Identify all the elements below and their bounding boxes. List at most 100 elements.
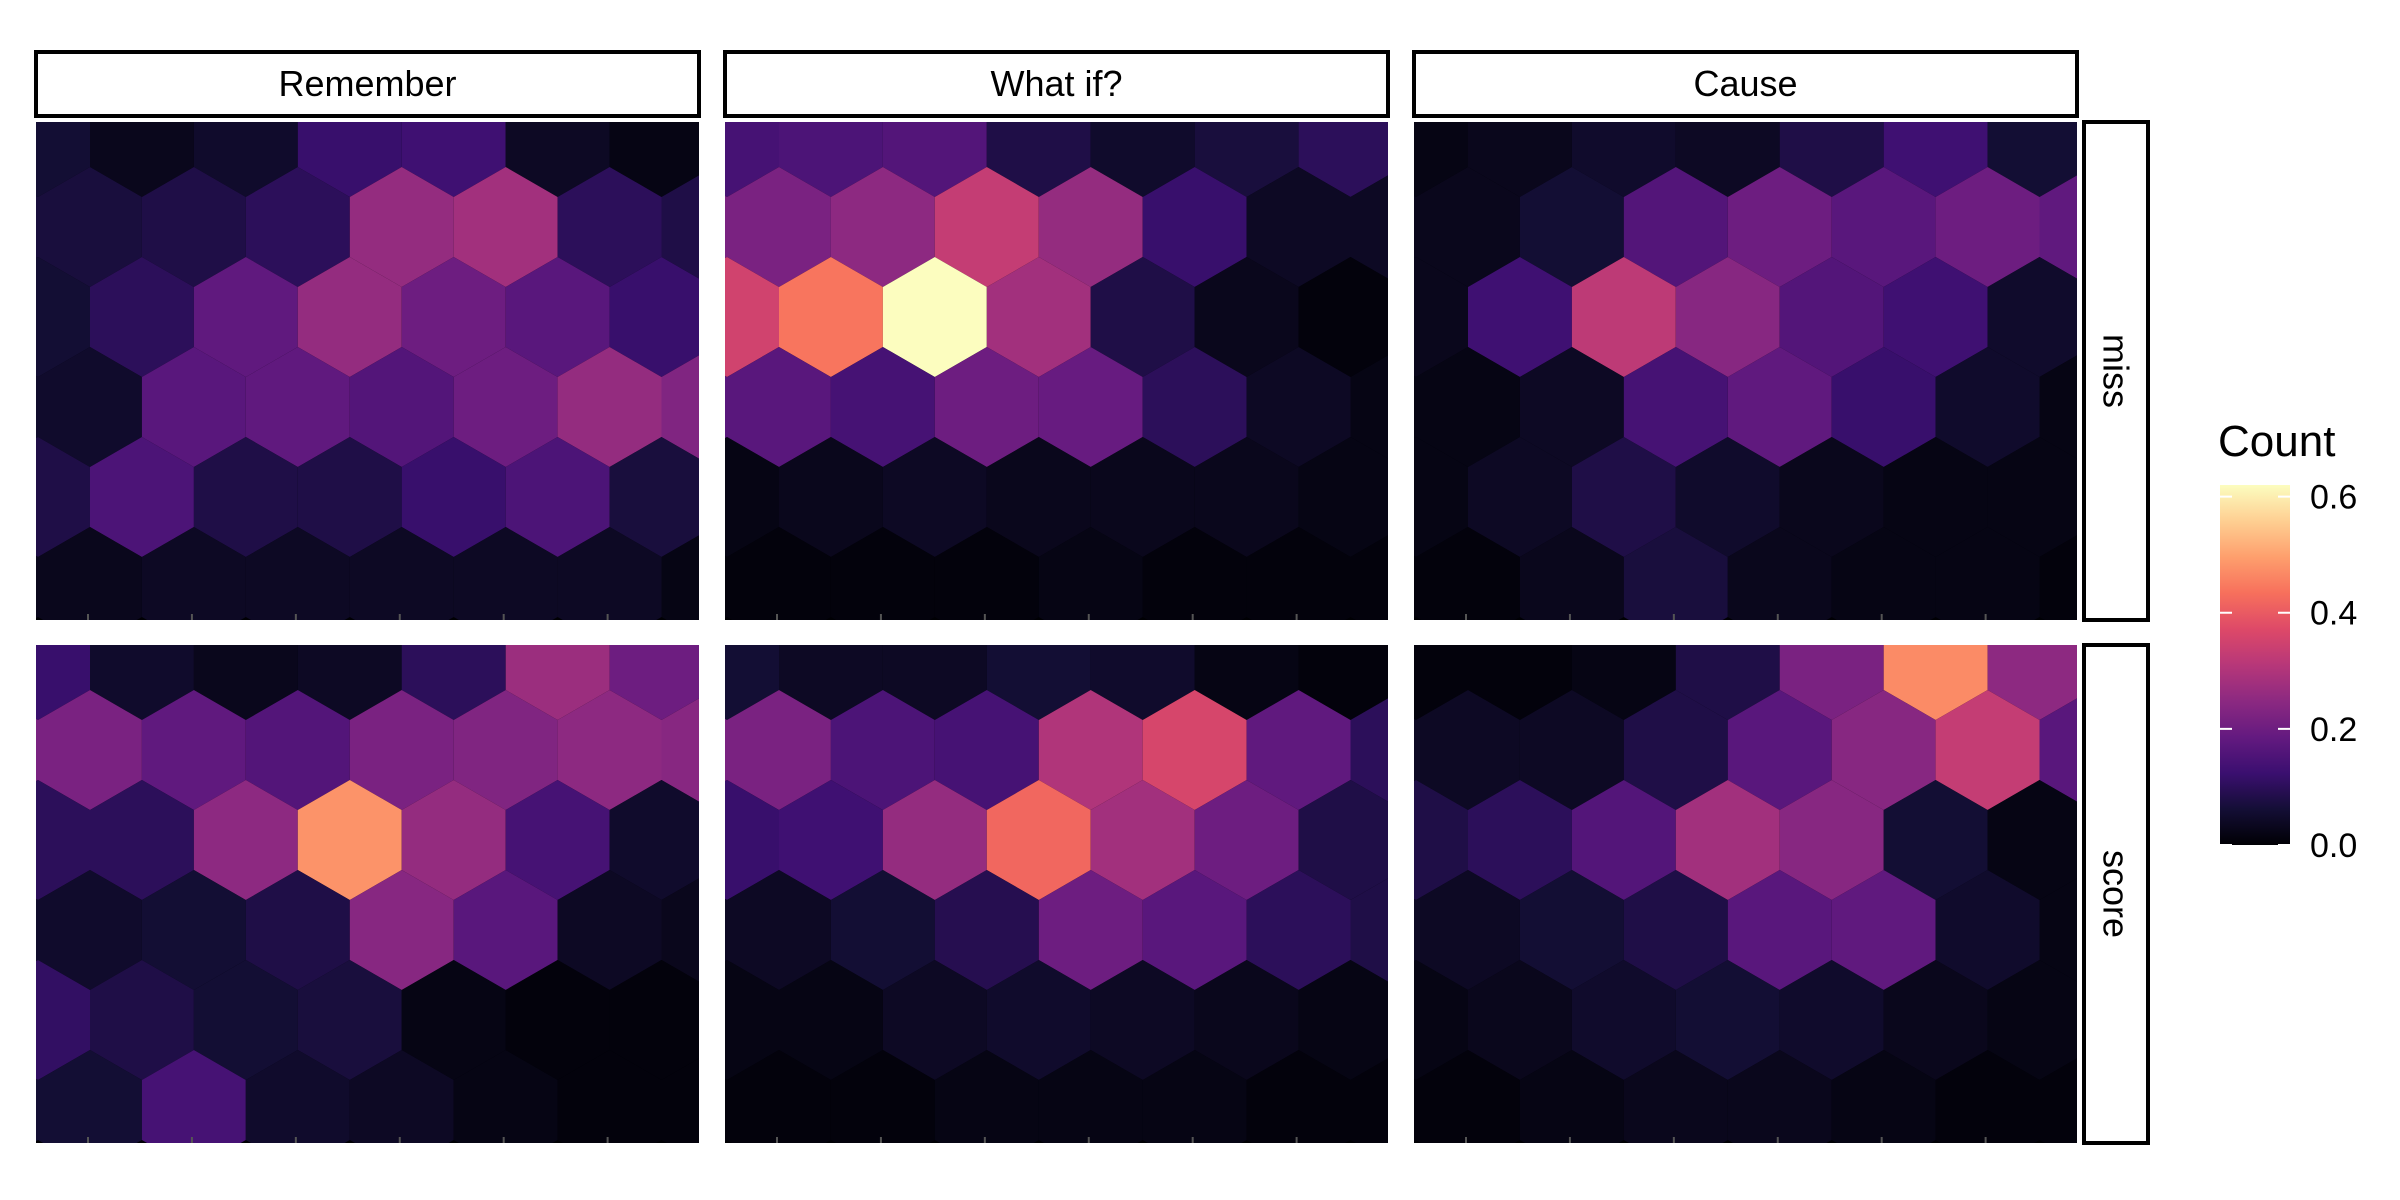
hex-cell xyxy=(1883,645,1988,720)
hex-cell xyxy=(1414,718,1416,782)
hex-cell xyxy=(1571,960,1676,1080)
hex-cell xyxy=(1675,122,1780,197)
panel-remember-miss xyxy=(36,122,699,620)
hex-cell xyxy=(779,437,883,557)
hex-cell xyxy=(297,122,402,197)
hex-cell xyxy=(453,870,558,990)
hex-cell xyxy=(36,437,90,557)
legend-tick: 0.6 xyxy=(2220,479,2357,517)
hex-cell xyxy=(297,960,402,1080)
panel-cause-score xyxy=(1414,645,2077,1143)
hex-cell xyxy=(1675,437,1780,557)
hex-cell xyxy=(38,527,142,620)
hex-cell xyxy=(725,375,727,439)
hex-cell xyxy=(297,645,402,720)
hex-cell xyxy=(1519,690,1624,810)
hex-cell xyxy=(36,718,38,782)
hex-cell xyxy=(36,375,38,439)
hex-cell xyxy=(349,870,454,990)
hex-cell xyxy=(297,780,402,900)
hex-cell xyxy=(609,645,699,720)
hex-cell xyxy=(297,257,402,377)
hex-cell xyxy=(453,347,558,467)
hex-cell xyxy=(36,1078,38,1142)
hex-cell xyxy=(90,437,194,557)
hex-cell xyxy=(1831,870,1936,990)
hex-cell xyxy=(725,257,779,377)
hex-cell xyxy=(505,122,610,197)
hex-cell xyxy=(1038,1050,1143,1143)
hex-cell xyxy=(1675,780,1780,900)
hex-cell xyxy=(36,555,38,619)
hex-cell xyxy=(141,527,246,620)
hex-cell xyxy=(1727,1050,1832,1143)
hex-cell xyxy=(934,527,1039,620)
hex-cell xyxy=(1935,347,2040,467)
hex-cell xyxy=(1571,780,1676,900)
hex-cell xyxy=(245,167,350,287)
hex-cell xyxy=(830,527,935,620)
hex-cell xyxy=(1416,167,1520,287)
hex-cell xyxy=(779,780,883,900)
hex-cell xyxy=(725,898,727,962)
hex-cell xyxy=(1414,375,1416,439)
hex-cell xyxy=(986,122,1091,197)
hex-cell xyxy=(779,122,883,197)
hex-cell xyxy=(1935,527,2040,620)
hex-cell xyxy=(36,257,90,377)
hex-cell xyxy=(1350,1058,1388,1143)
hex-cell xyxy=(2039,355,2077,459)
hex-cell xyxy=(1468,960,1572,1080)
hex-cell xyxy=(38,690,142,810)
hex-cell xyxy=(505,257,610,377)
hex-cell xyxy=(1350,535,1388,620)
hex-cell xyxy=(1468,122,1572,197)
strip-label: miss xyxy=(2096,334,2137,408)
hex-cell xyxy=(193,780,298,900)
hex-cell xyxy=(1935,690,2040,810)
hex-cell xyxy=(830,690,935,810)
hex-cell xyxy=(1142,870,1247,990)
hex-cell xyxy=(1727,347,1832,467)
hex-cell xyxy=(1935,1050,2040,1143)
hex-cell xyxy=(505,437,610,557)
hex-cell xyxy=(245,870,350,990)
strip-label: What if? xyxy=(990,63,1122,104)
hex-cell xyxy=(779,960,883,1080)
hex-cell xyxy=(557,690,662,810)
hex-cell xyxy=(1623,347,1728,467)
hex-cell xyxy=(193,645,298,720)
strip-box xyxy=(1412,50,2079,118)
strip-label: Cause xyxy=(1693,63,1797,104)
hex-cell xyxy=(1883,780,1988,900)
hex-cell xyxy=(1987,780,2077,900)
hex-cell xyxy=(141,1050,246,1143)
hex-cell xyxy=(505,960,610,1080)
hex-cell xyxy=(1675,257,1780,377)
hex-cell xyxy=(1416,347,1520,467)
hex-cell xyxy=(727,347,831,467)
hex-cell xyxy=(1416,1050,1520,1143)
hex-cell xyxy=(1883,960,1988,1080)
hex-cell xyxy=(141,870,246,990)
hex-cell xyxy=(661,878,699,982)
hex-cell xyxy=(1246,167,1351,287)
strip-label: score xyxy=(2096,850,2137,938)
hex-cell xyxy=(557,167,662,287)
hex-cell xyxy=(401,780,506,900)
hex-cell xyxy=(1987,122,2077,197)
panel-what-if-miss xyxy=(725,122,1388,620)
hex-cell xyxy=(882,122,987,197)
hex-cell xyxy=(1194,645,1299,720)
hex-cell xyxy=(661,1058,699,1143)
hex-cell xyxy=(1779,645,1884,720)
hex-cell xyxy=(36,195,38,259)
hex-cell xyxy=(453,527,558,620)
strip-what-if: What if? xyxy=(723,50,1390,118)
hex-cell xyxy=(1571,257,1676,377)
hex-cell xyxy=(1246,527,1351,620)
hex-cell xyxy=(725,555,727,619)
hex-cell xyxy=(830,1050,935,1143)
hex-cell xyxy=(1350,175,1388,279)
hex-cell xyxy=(661,535,699,620)
